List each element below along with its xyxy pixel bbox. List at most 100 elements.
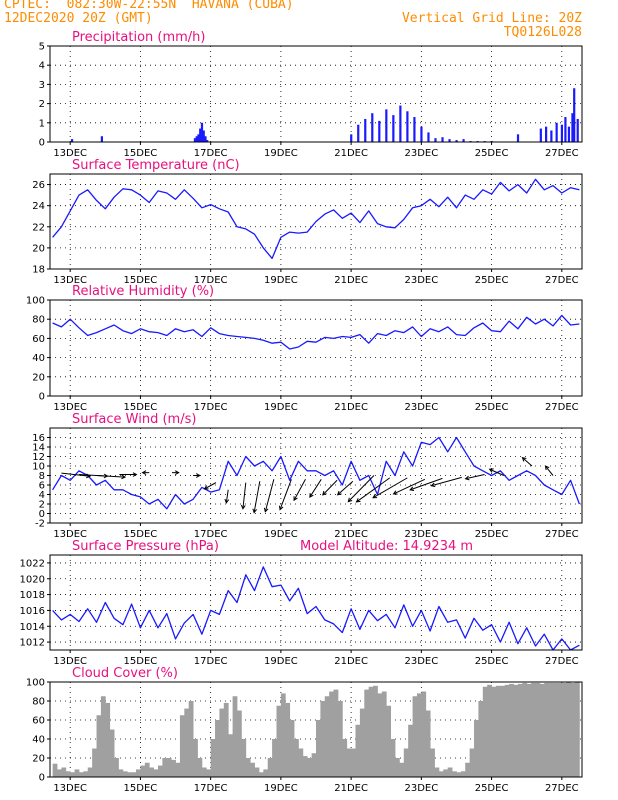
wind-arrow-head [521, 456, 527, 462]
wind-arrow-head [309, 493, 314, 498]
y-tick-label: 0 [39, 138, 45, 149]
cloud-bar [364, 689, 370, 777]
precip-bar [539, 128, 542, 142]
wind-arrow-head [409, 486, 415, 491]
cloud-bar [184, 708, 190, 777]
rh-line [52, 314, 580, 350]
y-tick-label: 6 [39, 481, 45, 492]
cloud-bar [474, 720, 479, 777]
cloud-bar [359, 708, 365, 777]
cloud-bar [509, 683, 514, 777]
wind-arrow [309, 479, 322, 498]
y-tick-label: 1018 [20, 590, 45, 601]
x-tick-label: 17DEC [194, 656, 228, 667]
cloud-bar [487, 684, 492, 777]
panel-frame [49, 45, 583, 143]
plot-area-cloud [52, 682, 580, 777]
cloud-bar [539, 683, 545, 777]
cloud-bar [136, 769, 141, 777]
precip-bar [200, 122, 204, 142]
x-tick-label: 23DEC [404, 783, 438, 794]
cloud-bar [57, 769, 62, 777]
wind-arrow [253, 481, 261, 513]
precip-bar [385, 109, 388, 142]
cloud-bar [535, 682, 541, 777]
cloud-bar [574, 682, 580, 777]
y-tick-label: 24 [32, 201, 45, 212]
precip-bar [413, 117, 416, 142]
cloud-bar [254, 767, 260, 777]
cloud-bar [179, 715, 185, 777]
y-tick-label: 1016 [20, 606, 45, 617]
wind-arrow-head [141, 470, 147, 476]
cloud-bar [447, 767, 453, 777]
panel-title-cloud: Cloud Cover (%) [72, 666, 178, 681]
cloud-bar [92, 748, 97, 777]
cloud-bar [390, 739, 396, 777]
cloud-bar [531, 682, 536, 777]
precip-bar [206, 140, 209, 142]
wind-arrow-head [224, 498, 230, 504]
cloud-bar [258, 772, 264, 777]
y-tick-label: 100 [26, 678, 45, 689]
wind-arrow-head [203, 485, 209, 490]
cloud-bar [500, 685, 506, 777]
precip-bar [197, 134, 200, 142]
cloud-bar [482, 686, 488, 777]
wind-arrow [264, 479, 275, 512]
x-tick-label: 23DEC [404, 656, 438, 667]
cloud-bar [491, 686, 497, 777]
wind-arrow-head [121, 474, 127, 480]
wind-arrow [279, 479, 292, 510]
wind-arrow [431, 476, 462, 487]
x-tick-label: 19DEC [264, 529, 298, 540]
cloud-bar [122, 771, 128, 777]
y-tick-label: 1012 [20, 638, 45, 649]
cloud-bar [245, 758, 251, 777]
x-tick-label: 19DEC [264, 275, 298, 286]
cloud-bar [276, 705, 282, 777]
cloud-bar [285, 702, 291, 777]
x-tick-label: 15DEC [124, 148, 158, 159]
cloud-bar [416, 693, 422, 777]
y-tick-label: 18 [32, 265, 45, 276]
y-tick-label: 40 [32, 735, 45, 746]
wind-arrow [61, 472, 90, 477]
cloud-bar [434, 767, 440, 777]
x-tick-label: 21DEC [334, 148, 368, 159]
cloud-bar [210, 739, 216, 777]
cloud-bar [193, 739, 198, 777]
cloud-bar [478, 701, 484, 777]
cloud-bar [105, 702, 111, 777]
cloud-bar [131, 772, 137, 777]
panel-title-temp: Surface Temperature (nC) [72, 158, 240, 173]
cloud-bar [329, 691, 334, 777]
y-tick-label: 0 [39, 392, 45, 403]
cloud-bar [465, 762, 471, 777]
wind-arrow-head [372, 494, 378, 499]
cloud-bar [241, 739, 247, 777]
precip-bar [202, 130, 205, 142]
cloud-bar [140, 765, 146, 777]
panel-cloud [47, 681, 583, 780]
y-tick-label: 20 [32, 243, 45, 254]
plot-area-precip [70, 88, 579, 142]
model-altitude-label: Model Altitude: 14.9234 m [300, 539, 473, 554]
wind-arrow [489, 468, 505, 476]
cloud-bar [504, 684, 510, 777]
header-location: CPTEC: 082:30W-22:55N HAVANA (CUBA) [4, 0, 294, 12]
y-tick-label: 5 [39, 42, 45, 53]
precip-bar [567, 126, 571, 142]
cloud-bar [65, 771, 71, 777]
cloud-bar [421, 691, 427, 777]
x-tick-label: 17DEC [194, 783, 228, 794]
cloud-bar [294, 739, 299, 777]
cloud-bar [333, 689, 339, 777]
x-tick-label: 15DEC [124, 275, 158, 286]
cloud-bar [548, 682, 554, 777]
cloud-bar [526, 683, 532, 777]
y-tick-label: 1020 [20, 574, 45, 585]
x-tick-label: 23DEC [404, 402, 438, 413]
cloud-bar [438, 771, 444, 777]
cloud-bar [351, 748, 356, 777]
